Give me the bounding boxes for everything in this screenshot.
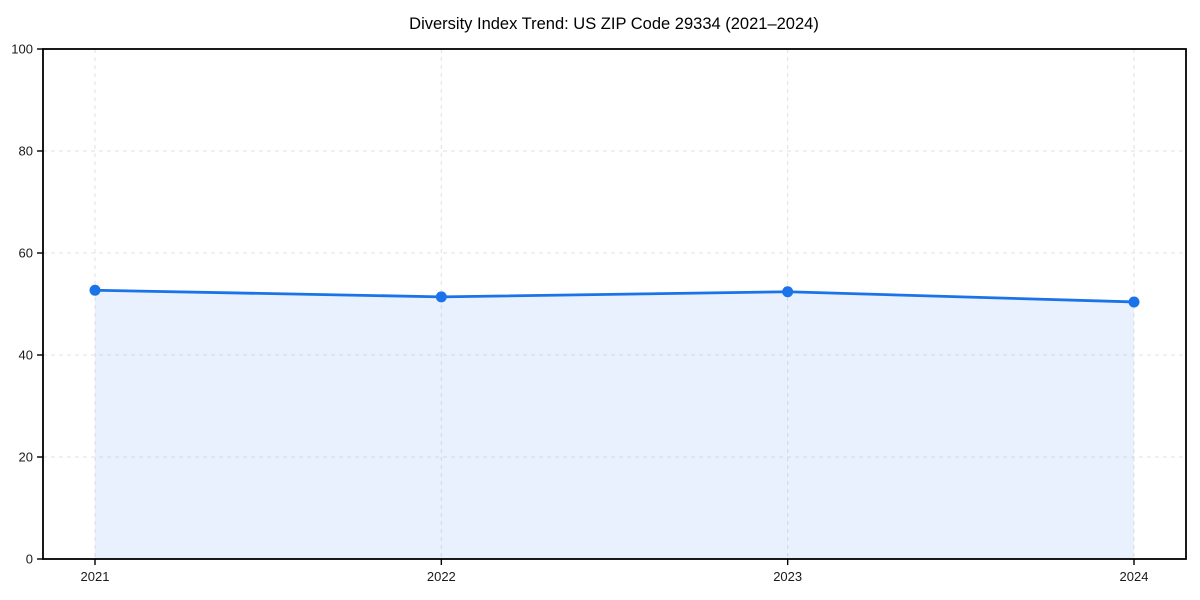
y-tick-label: 0	[26, 552, 33, 567]
data-point-2023	[782, 286, 794, 298]
area-fill	[95, 290, 1134, 559]
y-tick-label: 60	[19, 246, 33, 261]
plot-area: 0 20 40 60 80 100 2021 2022 2023 2024	[11, 42, 1187, 584]
data-point-2024	[1128, 296, 1140, 308]
trend-line	[93, 288, 1136, 304]
data-point-2021	[89, 284, 101, 296]
x-tick-label: 2024	[1120, 569, 1149, 584]
x-tick-label: 2021	[81, 569, 110, 584]
y-tick-label: 20	[19, 450, 33, 465]
x-tick-label: 2023	[773, 569, 802, 584]
plot-border	[42, 48, 1187, 560]
y-tick-label: 80	[19, 144, 33, 159]
chart-title: Diversity Index Trend: US ZIP Code 29334…	[409, 15, 819, 33]
x-tick-label: 2022	[427, 569, 456, 584]
data-point-2022	[435, 291, 447, 303]
y-tick-label: 40	[19, 348, 33, 363]
y-tick-label: 100	[11, 42, 33, 57]
